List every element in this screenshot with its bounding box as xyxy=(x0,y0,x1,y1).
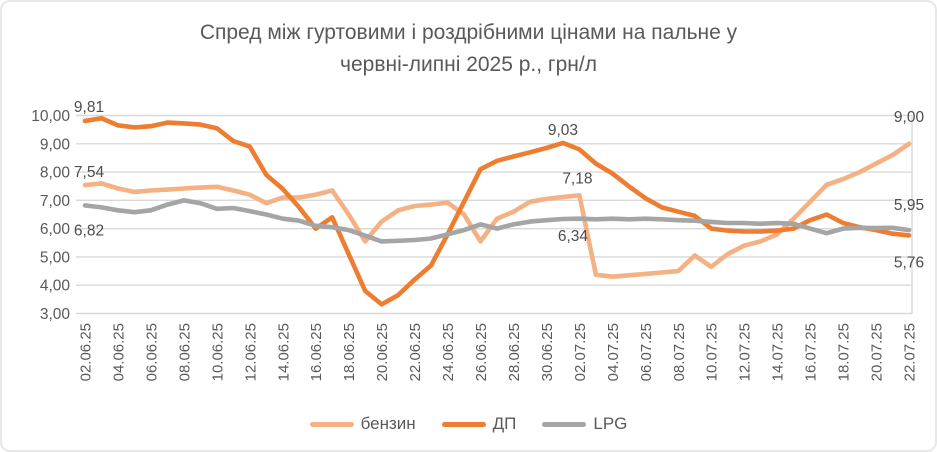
point-label: 6,34 xyxy=(558,228,589,245)
legend-label-benzin: бензин xyxy=(360,414,416,433)
y-tick-label: 8,00 xyxy=(40,165,71,182)
legend-item-lpg: LPG xyxy=(542,414,627,434)
legend-swatch-benzin-icon xyxy=(309,421,354,427)
x-tick-label: 04.07.25 xyxy=(605,323,622,381)
x-tick-label: 10.07.25 xyxy=(704,323,721,381)
x-tick-label: 20.07.25 xyxy=(869,323,886,381)
legend-swatch-lpg-icon xyxy=(542,421,587,427)
x-tick-label: 26.06.25 xyxy=(473,323,490,381)
series-line-бензин xyxy=(82,141,912,280)
point-label: 7,54 xyxy=(74,164,105,181)
x-tick-label: 02.07.25 xyxy=(572,323,589,381)
y-tick-label: 3,00 xyxy=(40,306,71,323)
x-tick-label: 12.06.25 xyxy=(242,323,259,381)
x-tick-label: 12.07.25 xyxy=(737,323,754,381)
x-tick-label: 10.06.25 xyxy=(209,323,226,381)
x-tick-label: 24.06.25 xyxy=(440,323,457,381)
y-tick-label: 10,00 xyxy=(31,108,70,125)
point-label: 9,03 xyxy=(548,122,578,139)
series-line-ДП xyxy=(82,116,912,307)
y-tick-label: 5,00 xyxy=(40,249,71,266)
x-tick-label: 28.06.25 xyxy=(506,323,523,381)
x-tick-label: 18.07.25 xyxy=(836,323,853,381)
x-tick-label: 14.06.25 xyxy=(275,323,292,381)
legend-label-lpg: LPG xyxy=(593,414,628,433)
y-tick-label: 9,00 xyxy=(40,136,71,153)
x-tick-label: 22.07.25 xyxy=(902,323,919,381)
x-tick-label: 30.06.25 xyxy=(539,323,556,381)
x-tick-label: 20.06.25 xyxy=(374,323,391,381)
point-label: 6,82 xyxy=(74,222,104,239)
y-tick-label: 4,00 xyxy=(40,278,71,295)
x-tick-label: 16.06.25 xyxy=(308,323,325,381)
point-label: 5,95 xyxy=(894,197,924,214)
chart-title-line1: Спред між гуртовими і роздрібними цінами… xyxy=(199,21,738,44)
chart-title: Спред між гуртовими і роздрібними цінами… xyxy=(2,17,935,81)
point-label: 9,00 xyxy=(894,109,925,126)
x-tick-label: 02.06.25 xyxy=(78,323,95,381)
legend-label-dp: ДП xyxy=(492,414,517,433)
x-tick-label: 18.06.25 xyxy=(341,323,358,381)
point-label: 9,81 xyxy=(74,99,104,116)
x-tick-label: 04.06.25 xyxy=(110,323,127,381)
y-tick-label: 7,00 xyxy=(40,193,71,210)
legend-item-benzin: бензин xyxy=(309,414,416,434)
point-label: 5,76 xyxy=(894,254,924,271)
point-label: 7,18 xyxy=(562,170,592,187)
series-line-LPG xyxy=(82,198,912,244)
x-tick-label: 08.06.25 xyxy=(176,323,193,381)
y-tick-label: 6,00 xyxy=(40,221,71,238)
legend: бензин ДП LPG xyxy=(2,414,935,434)
x-tick-label: 06.06.25 xyxy=(143,323,160,381)
x-tick-label: 14.07.25 xyxy=(770,323,787,381)
x-tick-label: 08.07.25 xyxy=(671,323,688,381)
legend-swatch-dp-icon xyxy=(441,421,486,427)
x-tick-label: 06.07.25 xyxy=(638,323,655,381)
chart-title-line2: червні-липні 2025 р., грн/л xyxy=(340,53,597,76)
x-tick-label: 16.07.25 xyxy=(803,323,820,381)
x-tick-label: 22.06.25 xyxy=(407,323,424,381)
legend-item-dp: ДП xyxy=(441,414,517,434)
